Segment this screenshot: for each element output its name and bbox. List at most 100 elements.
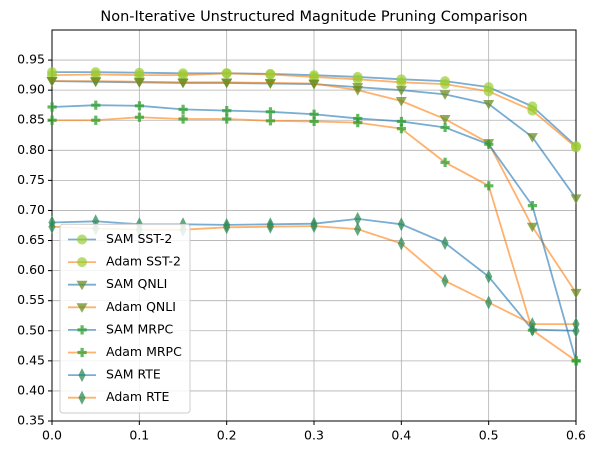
marker: [223, 220, 231, 235]
marker: [76, 280, 88, 291]
marker: [77, 325, 87, 335]
y-tick-label: 0.45: [17, 352, 45, 367]
marker: [77, 257, 87, 268]
marker: [397, 236, 405, 251]
marker: [91, 100, 101, 110]
marker: [264, 78, 276, 89]
legend-label: SAM MRPC: [106, 321, 173, 336]
marker: [134, 112, 145, 122]
marker: [47, 115, 57, 125]
marker: [483, 86, 494, 97]
marker: [352, 86, 364, 96]
y-tick-label: 0.90: [17, 82, 45, 97]
legend-box: [59, 223, 191, 414]
y-tick-label: 0.60: [17, 262, 45, 277]
marker: [266, 219, 274, 234]
y-tick-label: 0.35: [17, 413, 45, 428]
marker: [134, 101, 145, 111]
marker: [46, 77, 58, 87]
marker: [396, 116, 407, 127]
marker: [440, 122, 450, 133]
x-tick-label: 0.0: [42, 428, 62, 443]
marker: [396, 77, 407, 88]
marker: [397, 217, 405, 232]
marker: [352, 74, 363, 85]
marker: [222, 114, 232, 124]
marker: [353, 118, 363, 128]
marker: [440, 79, 450, 90]
y-tick-label: 0.55: [17, 292, 45, 307]
marker: [528, 317, 536, 332]
marker: [439, 90, 451, 100]
legend-label: SAM QNLI: [106, 276, 167, 291]
legend-label: Adam RTE: [106, 389, 169, 404]
marker: [396, 124, 407, 134]
marker: [178, 104, 188, 115]
marker: [265, 69, 276, 80]
y-tick-label: 0.65: [17, 232, 45, 247]
marker: [439, 115, 451, 125]
marker: [484, 181, 494, 191]
marker: [78, 390, 86, 405]
legend-label: SAM SST-2: [106, 231, 172, 246]
marker: [265, 107, 276, 117]
marker: [484, 139, 494, 149]
marker: [483, 99, 495, 110]
marker: [265, 116, 276, 126]
marker: [221, 78, 233, 88]
marker: [48, 219, 56, 234]
marker: [526, 133, 538, 143]
y-tick-label: 0.85: [17, 112, 45, 127]
x-tick-label: 0.3: [304, 428, 324, 443]
marker: [90, 69, 101, 80]
x-tick-label: 0.6: [566, 428, 586, 443]
marker: [485, 269, 493, 284]
legend-label: Adam SST-2: [106, 254, 181, 269]
marker: [354, 222, 362, 237]
y-tick-label: 0.40: [17, 382, 45, 397]
x-tick-label: 0.4: [391, 428, 411, 443]
marker: [310, 219, 318, 234]
marker: [178, 114, 188, 124]
marker: [440, 157, 450, 167]
marker: [76, 303, 88, 313]
legend-label: Adam QNLI: [106, 299, 176, 314]
marker: [309, 71, 319, 82]
marker: [78, 368, 86, 383]
marker: [485, 295, 493, 310]
marker: [354, 211, 362, 226]
marker: [441, 235, 449, 250]
marker: [441, 273, 449, 288]
x-tick-label: 0.2: [217, 428, 237, 443]
legend: SAM SST-2 Adam SST-2 SAM QNLI Adam QNLI SAM …: [59, 223, 191, 414]
legend-label: SAM RTE: [106, 367, 161, 382]
y-tick-label: 0.50: [17, 322, 45, 337]
marker: [134, 70, 145, 81]
marker: [309, 116, 319, 127]
marker: [177, 78, 189, 88]
marker: [90, 77, 102, 87]
marker: [308, 79, 320, 90]
marker: [395, 86, 407, 96]
marker: [221, 68, 232, 79]
marker: [91, 115, 101, 125]
marker: [527, 201, 538, 211]
legend-label: Adam MRPC: [106, 344, 182, 359]
marker: [77, 347, 87, 358]
marker: [222, 106, 232, 116]
marker: [178, 70, 188, 81]
marker: [571, 142, 581, 153]
marker: [309, 109, 319, 119]
x-tick-label: 0.5: [479, 428, 499, 443]
marker: [395, 96, 407, 107]
y-tick-label: 0.80: [17, 142, 45, 157]
marker: [526, 222, 538, 233]
y-tick-label: 0.75: [17, 172, 45, 187]
marker: [570, 194, 582, 204]
y-tick-label: 0.95: [17, 52, 45, 67]
marker: [77, 234, 87, 245]
marker: [571, 356, 581, 366]
marker: [572, 317, 580, 332]
